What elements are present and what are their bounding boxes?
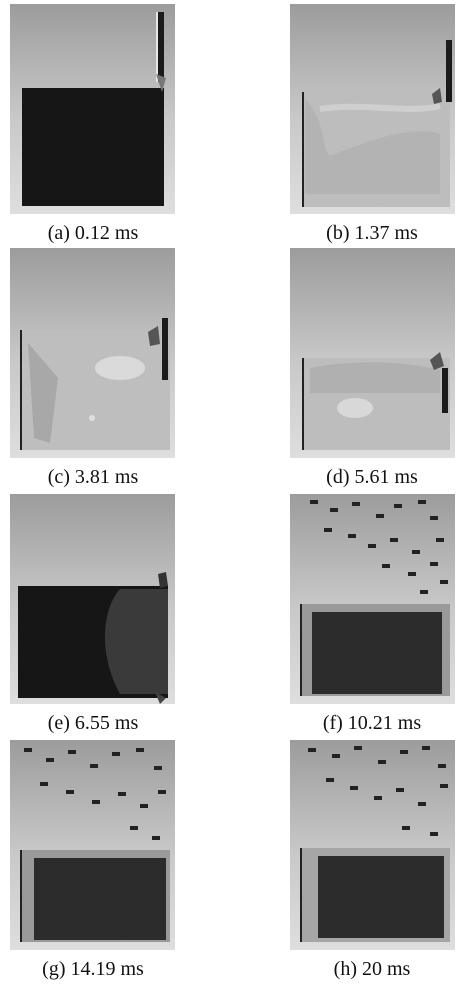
caption-a: (a) 0.12 ms <box>47 222 139 244</box>
panel-a-graphic <box>22 12 166 206</box>
caption-f: (f) 10.21 ms <box>322 712 422 734</box>
panel-h-graphic <box>300 746 450 942</box>
caption-b: (b) 1.37 ms <box>326 222 418 244</box>
panel-d-graphic <box>302 352 450 450</box>
panel-d <box>290 248 455 458</box>
panel-f <box>290 494 455 704</box>
panel-b-graphic <box>302 40 452 207</box>
panel-c <box>10 248 175 458</box>
caption-d: (d) 5.61 ms <box>326 466 418 488</box>
caption-g: (g) 14.19 ms <box>42 958 144 980</box>
caption-h: (h) 20 ms <box>333 958 411 980</box>
panel-e <box>10 494 175 704</box>
caption-e: (e) 6.55 ms <box>47 712 139 734</box>
caption-c: (c) 3.81 ms <box>47 466 139 488</box>
panel-a <box>10 4 175 214</box>
panel-c-graphic <box>20 318 170 450</box>
panel-g <box>10 740 175 950</box>
panel-g-graphic <box>20 748 170 942</box>
panel-h <box>290 740 455 950</box>
panel-e-graphic <box>18 572 168 704</box>
panel-b <box>290 4 455 214</box>
panel-f-graphic <box>300 500 450 696</box>
